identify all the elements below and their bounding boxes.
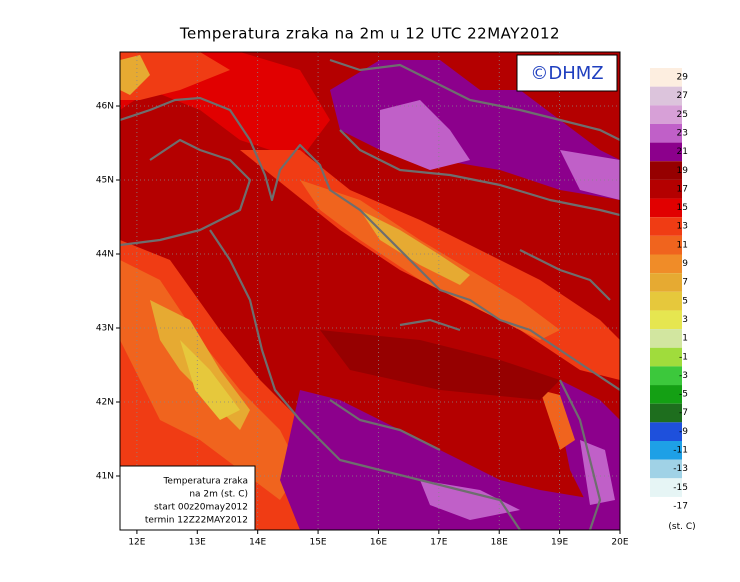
graticule <box>120 52 621 530</box>
x-tick-label: 20E <box>611 538 628 548</box>
colorbar-label: -1 <box>679 352 688 362</box>
colorbar-swatch <box>650 441 682 460</box>
colorbar-swatch <box>650 310 682 330</box>
colorbar-swatch <box>650 198 682 218</box>
logo-text: ©DHMZ <box>530 63 603 84</box>
colorbar-swatch <box>650 86 682 106</box>
logo-box <box>516 54 618 92</box>
info-box <box>119 465 256 531</box>
x-tick-label: 17E <box>430 538 447 548</box>
colorbar-swatch <box>650 161 682 180</box>
x-tick-label: 12E <box>128 538 145 548</box>
info-line: start 00z20may2012 <box>154 503 248 513</box>
colorbar-swatch <box>650 459 682 479</box>
colorbar-swatch <box>650 347 682 367</box>
info-line: na 2m (st. C) <box>189 490 248 500</box>
colorbar-label: 5 <box>682 296 688 306</box>
info-text: Temperatura zraka na 2m (st. C) start 00z2… <box>145 477 248 526</box>
plot-frame <box>119 51 621 531</box>
colorbar-swatch <box>650 254 682 274</box>
colorbar-label: -3 <box>679 371 688 381</box>
colorbar-swatch <box>650 385 682 404</box>
x-tick-label: 18E <box>491 538 508 548</box>
map-title: Temperatura zraka na 2m u 12 UTC 22MAY20… <box>179 25 560 43</box>
x-tick-label: 16E <box>370 538 387 548</box>
colorbar-label: 1 <box>682 334 688 344</box>
colorbar-label: 27 <box>677 91 688 101</box>
colorbar-swatch <box>650 68 682 87</box>
y-tick-label: 41N <box>96 471 114 481</box>
colorbar-label: 9 <box>682 259 688 269</box>
colorbar-label: 25 <box>677 110 688 120</box>
x-tick-label: 14E <box>249 538 266 548</box>
colorbar-label: 23 <box>677 128 688 138</box>
colorbar-swatch <box>650 273 682 292</box>
colorbar-swatch <box>650 291 682 311</box>
colorbar-swatch <box>650 179 682 199</box>
colorbar-label: 15 <box>677 203 688 213</box>
temperature-field <box>120 52 620 530</box>
y-tick-label: 43N <box>96 323 114 333</box>
y-tick-label: 45N <box>96 176 114 186</box>
colorbar-label: 29 <box>677 73 689 83</box>
info-line: termin 12Z22MAY2012 <box>145 516 248 526</box>
colorbar-label: -7 <box>679 408 688 418</box>
y-tick-label: 42N <box>96 397 114 407</box>
colorbar-swatch <box>650 403 682 423</box>
axes: 12E 13E 14E 15E 16E 17E 18E 19E 20E 41N 42N 43N 44N 4… <box>96 102 629 548</box>
colorbar-label: 11 <box>677 240 688 250</box>
colorbar-label: -15 <box>673 483 688 493</box>
x-tick-label: 19E <box>551 538 568 548</box>
info-line: Temperatura zraka <box>162 477 248 487</box>
colorbar-label: -17 <box>673 501 688 511</box>
colorbar-label: 13 <box>677 222 688 232</box>
y-tick-label: 44N <box>96 250 114 260</box>
colorbar-swatch <box>650 235 682 255</box>
colorbar-swatch <box>650 142 682 162</box>
colorbar-label: 21 <box>677 147 688 157</box>
colorbar-swatch <box>650 123 682 143</box>
x-tick-label: 15E <box>309 538 326 548</box>
colorbar-swatch <box>650 329 682 348</box>
colorbar-swatch <box>650 366 682 386</box>
colorbar-label: -13 <box>673 464 688 474</box>
coastlines <box>120 58 620 530</box>
colorbar-label: 17 <box>677 184 688 194</box>
colorbar-label: 3 <box>682 315 688 325</box>
colorbar-swatch <box>650 217 682 236</box>
colorbar-label: 19 <box>677 166 689 176</box>
x-tick-label: 13E <box>189 538 206 548</box>
colorbar-swatch <box>650 422 682 441</box>
colorbar-label: -11 <box>673 446 688 456</box>
colorbar-swatch <box>650 478 682 497</box>
colorbar-swatch <box>650 105 682 124</box>
colorbar-label: 7 <box>682 278 688 288</box>
colorbar-unit: (st. C) <box>668 522 695 532</box>
y-tick-label: 46N <box>96 102 114 112</box>
colorbar: 29 27 25 23 21 19 17 15 13 11 9 7 5 3 1 -1 -3 -5 -7 -9 -11 -1… <box>650 68 696 532</box>
colorbar-label: -5 <box>679 390 688 400</box>
colorbar-label: -9 <box>679 427 688 437</box>
